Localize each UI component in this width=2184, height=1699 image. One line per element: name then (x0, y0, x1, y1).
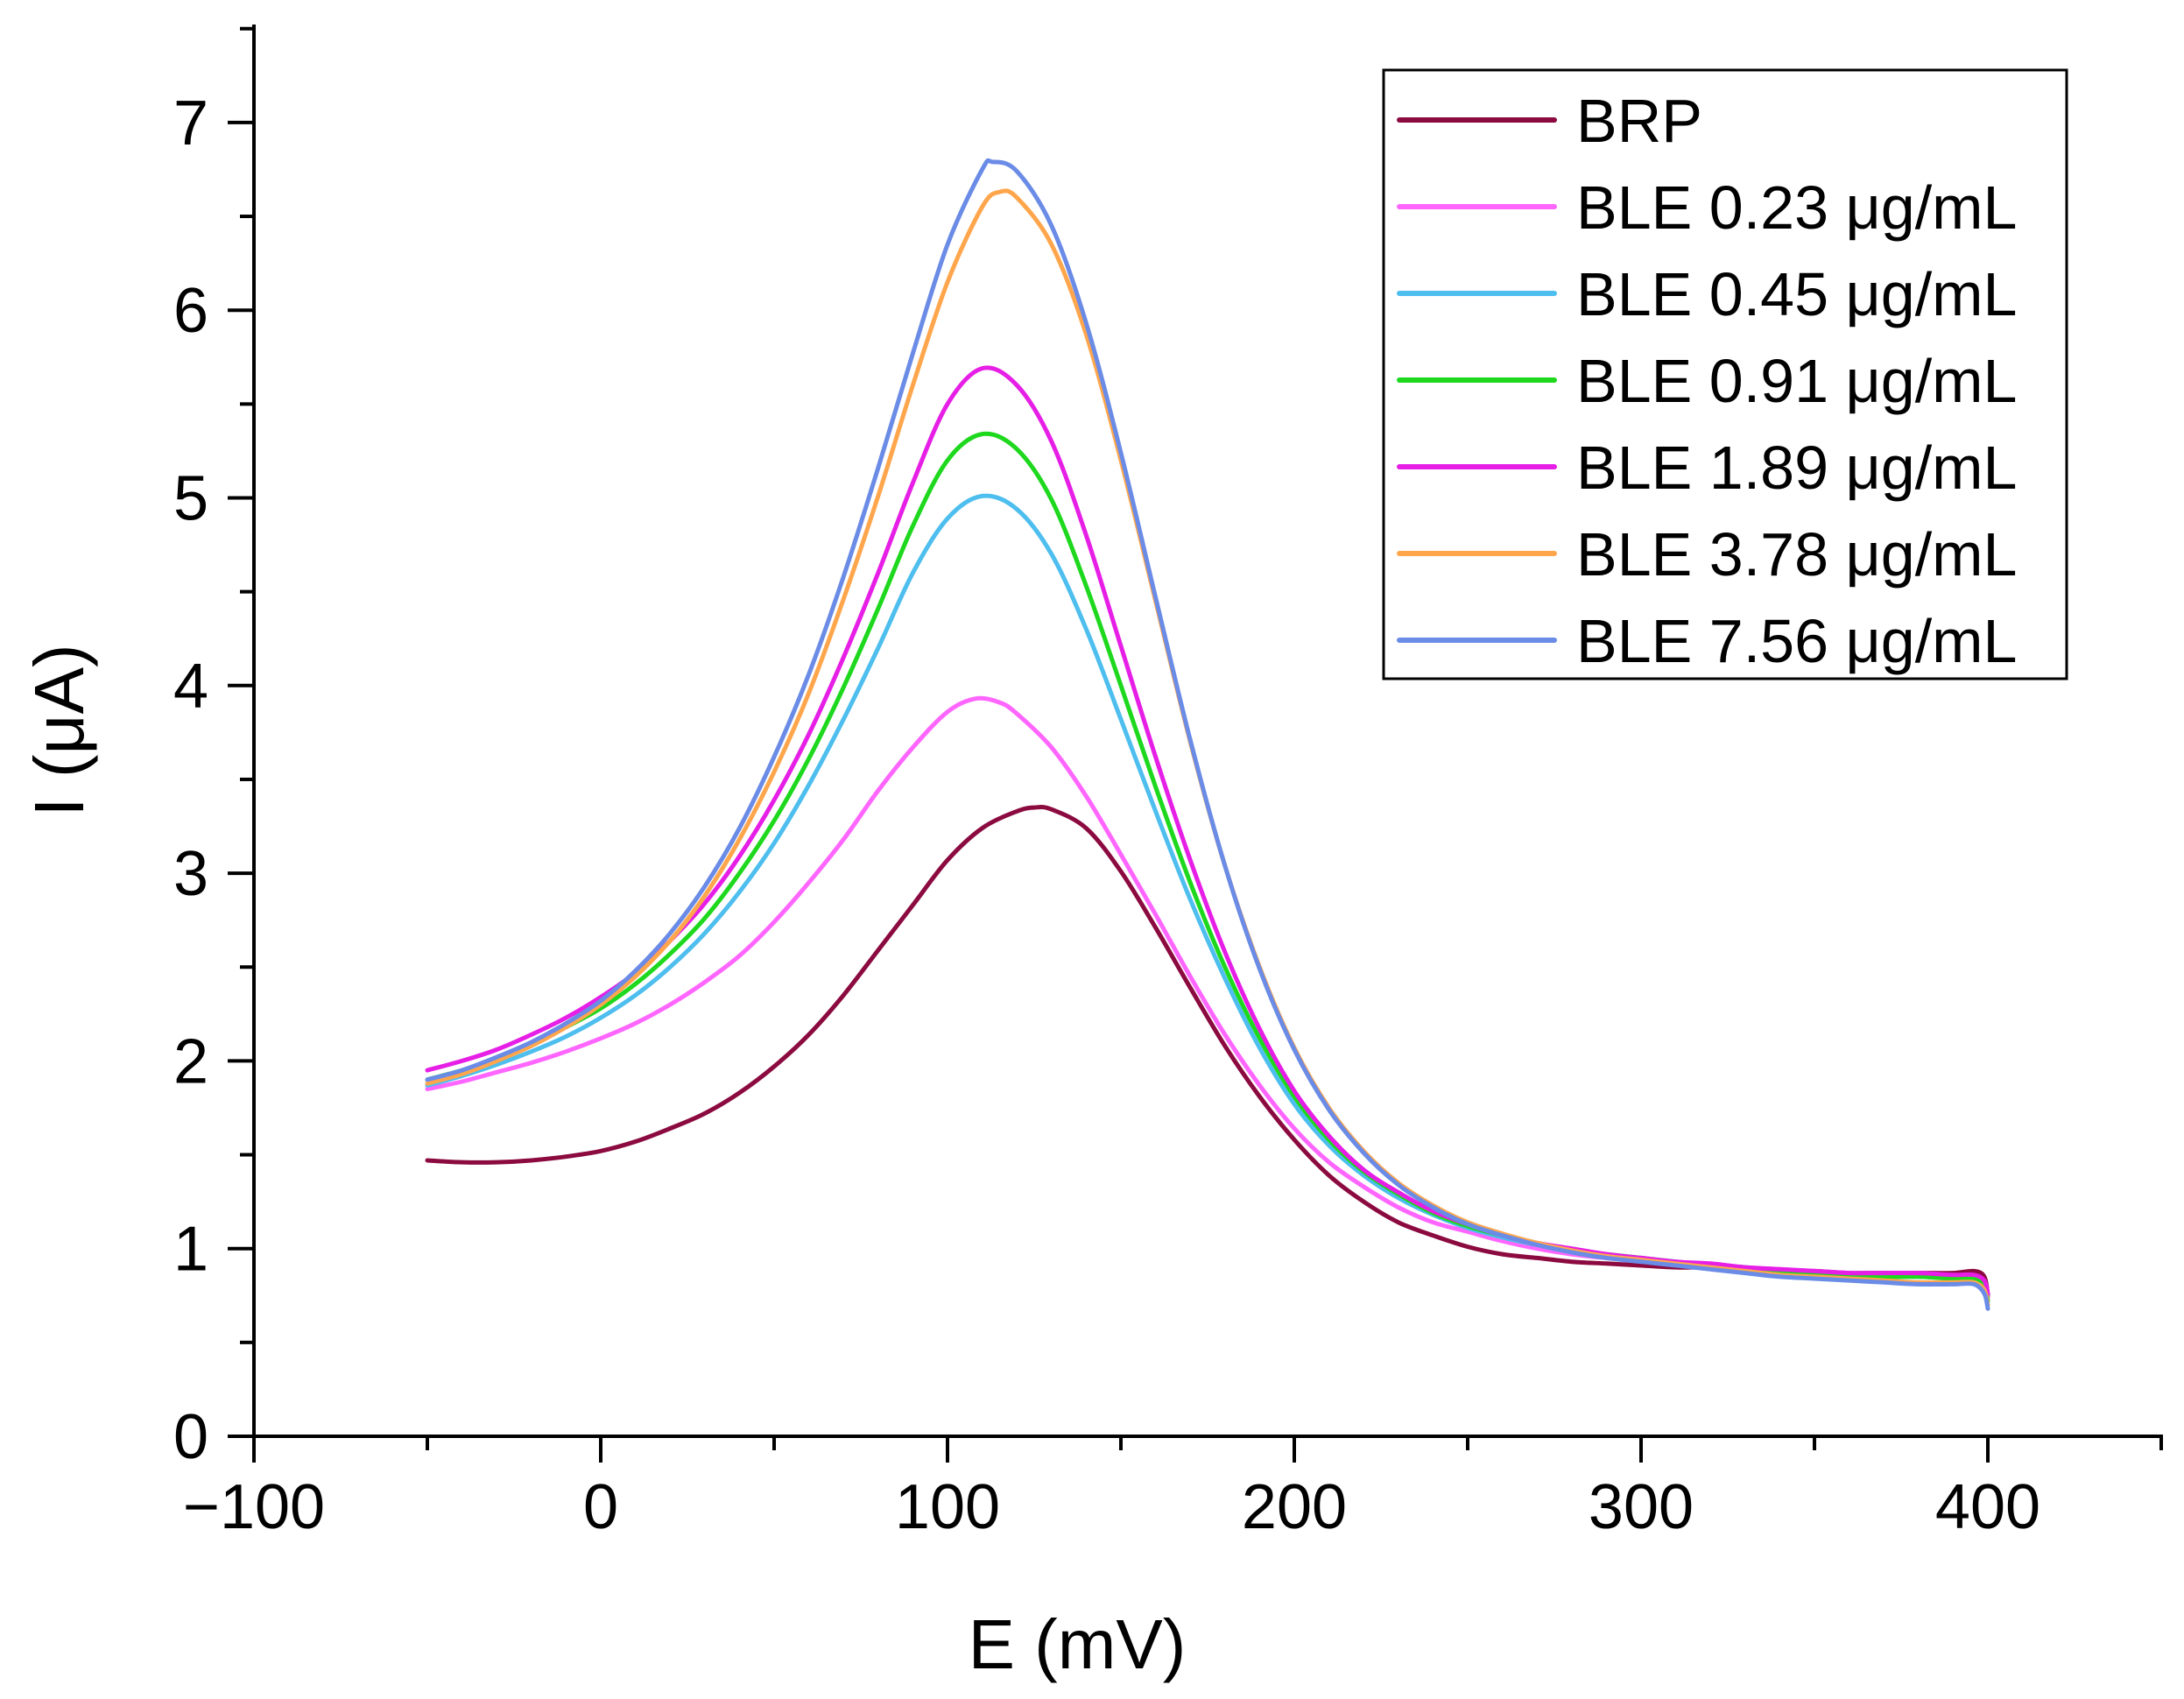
y-tick-label: 6 (173, 276, 208, 346)
x-tick-label: 200 (1242, 1472, 1347, 1542)
legend-box (1382, 68, 2068, 680)
legend-label-ble-1-89-g-ml: BLE 1.89 μg/mL (1576, 434, 2017, 502)
legend-label-ble-0-23-g-ml: BLE 0.23 μg/mL (1576, 173, 2017, 242)
y-tick-label: 1 (173, 1215, 208, 1285)
x-tick-label: −100 (183, 1472, 325, 1542)
x-axis-title: E (mV) (969, 1605, 1187, 1683)
series-line-ble-1-89-g-ml (425, 365, 1990, 1296)
legend-label-brp: BRP (1576, 87, 1702, 155)
legend: BRP BLE 0.23 μg/mL BLE 0.45 μg/mL BLE 0.91 … (1382, 68, 2068, 680)
x-tick-label: 300 (1589, 1472, 1694, 1542)
y-axis-title: I (μA) (20, 644, 98, 816)
y-tick-label: 3 (173, 839, 208, 909)
legend-label-ble-0-91-g-ml: BLE 0.91 μg/mL (1576, 347, 2017, 415)
y-tick-label: 4 (173, 652, 208, 722)
x-tick-label: 100 (895, 1472, 1000, 1542)
series-layer (425, 158, 1990, 1311)
y-axis-ticks: 0 1 2 3 4 5 6 7 (173, 26, 254, 1472)
y-tick-label: 7 (173, 88, 208, 159)
series-line-ble-7-56-g-ml (425, 158, 1990, 1311)
x-tick-label: 400 (1935, 1472, 2040, 1542)
x-tick-label: 0 (583, 1472, 618, 1542)
y-tick-label: 0 (173, 1402, 208, 1472)
x-axis-ticks: −100 0 100 200 300 400 (183, 1436, 2163, 1542)
y-tick-label: 2 (173, 1026, 208, 1096)
series-line-brp (425, 805, 1990, 1298)
legend-label-ble-3-78-g-ml: BLE 3.78 μg/mL (1576, 520, 2017, 589)
legend-label-ble-7-56-g-ml: BLE 7.56 μg/mL (1576, 607, 2017, 675)
y-tick-label: 5 (173, 464, 208, 534)
legend-label-ble-0-45-g-ml: BLE 0.45 μg/mL (1576, 260, 2017, 328)
series-line-ble-0-23-g-ml (425, 695, 1990, 1300)
